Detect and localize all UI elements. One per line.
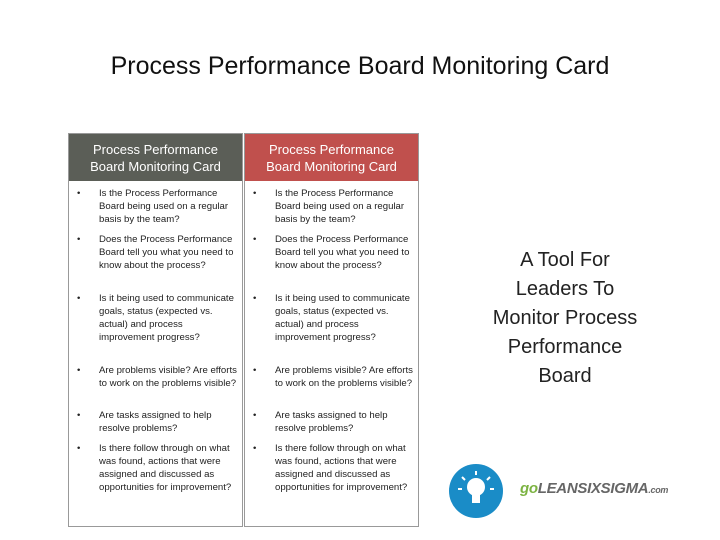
logo-domain: .com xyxy=(648,485,669,495)
card: Process Performance Board Monitoring Car… xyxy=(68,133,243,527)
bullet: • xyxy=(253,443,257,454)
item-text: Is it being used to communicate goals, s… xyxy=(99,293,234,343)
item-text: Is it being used to communicate goals, s… xyxy=(275,293,410,343)
side-text-line: Performance xyxy=(507,336,623,358)
slide-title: Process Performance Board Monitoring Car… xyxy=(110,52,610,80)
item-text: Are problems visible? Are efforts to wor… xyxy=(275,365,413,389)
bullet: • xyxy=(253,365,257,376)
bullet: • xyxy=(253,234,257,245)
item-text: Are tasks assigned to help resolve probl… xyxy=(275,410,388,434)
card: Process Performance Board Monitoring Car… xyxy=(244,133,419,527)
card-header: Process Performance Board Monitoring Car… xyxy=(69,134,242,181)
logo-go: go xyxy=(520,480,538,497)
bullet: • xyxy=(77,188,81,199)
item-text: Does the Process Performance Board tell … xyxy=(99,234,234,271)
side-text: A Tool For Leaders To Monitor Process Perfo… xyxy=(470,246,660,391)
item-text: Are tasks assigned to help resolve probl… xyxy=(99,410,212,434)
bullet: • xyxy=(253,188,257,199)
bullet: • xyxy=(77,443,81,454)
bullet: • xyxy=(253,410,257,421)
side-text-line: Leaders To xyxy=(515,278,615,300)
card-header: Process Performance Board Monitoring Car… xyxy=(245,134,418,181)
item-text: Is the Process Performance Board being u… xyxy=(99,188,229,225)
logo-icon xyxy=(449,464,503,518)
item-text: Is there follow through on what was foun… xyxy=(275,443,408,493)
side-text-line: A Tool For xyxy=(520,249,610,271)
side-text-line: Monitor Process xyxy=(492,307,638,329)
bullet: • xyxy=(253,293,257,304)
item-text: Is there follow through on what was foun… xyxy=(99,443,232,493)
item-text: Are problems visible? Are efforts to wor… xyxy=(99,365,237,389)
item-text: Is the Process Performance Board being u… xyxy=(275,188,405,225)
bullet: • xyxy=(77,410,81,421)
bullet: • xyxy=(77,234,81,245)
logo-name: LEANSIXSIGMA xyxy=(537,480,649,497)
bullet: • xyxy=(77,365,81,376)
logo-text: goLEANSIXSIGMA.com xyxy=(520,480,668,497)
bullet: • xyxy=(77,293,81,304)
item-text: Does the Process Performance Board tell … xyxy=(275,234,410,271)
side-text-line: Board xyxy=(538,365,592,387)
